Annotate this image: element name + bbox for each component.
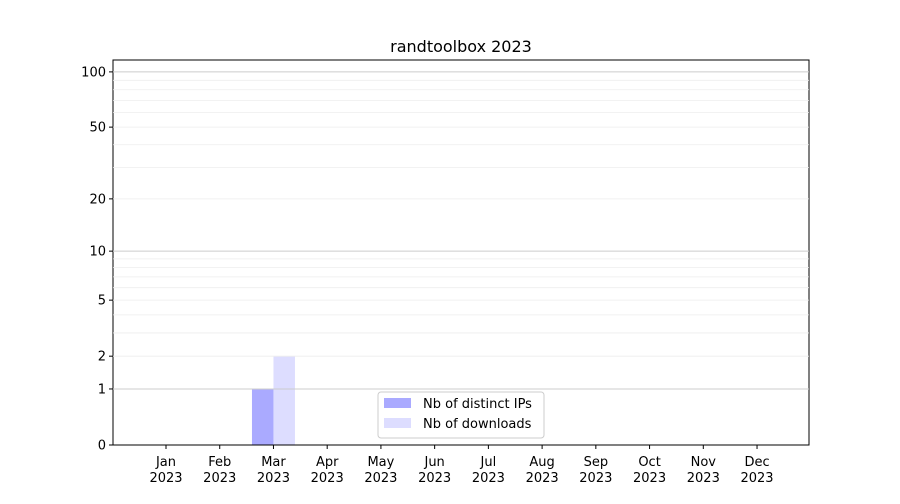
x-tick-label: Mar 2023 — [257, 455, 290, 486]
x-tick-label: Dec 2023 — [740, 455, 773, 486]
legend-label: Nb of downloads — [423, 417, 532, 432]
x-tick-label: Sep 2023 — [579, 455, 612, 486]
x-tick-label: May 2023 — [364, 455, 397, 486]
y-tick-label: 5 — [98, 294, 106, 309]
x-tick-label: Nov 2023 — [687, 455, 720, 486]
x-tick-label: Aug 2023 — [526, 455, 559, 486]
x-tick-label: Jan 2023 — [149, 455, 182, 486]
y-tick-label: 1 — [98, 382, 106, 397]
x-tick-label: Jul 2023 — [472, 455, 505, 486]
legend-swatch — [384, 398, 411, 408]
chart-title: randtoolbox 2023 — [390, 37, 532, 56]
y-tick-label: 50 — [89, 121, 106, 136]
y-tick-label: 10 — [89, 245, 106, 260]
legend-box — [377, 391, 545, 439]
y-tick-label: 2 — [98, 350, 106, 365]
plot-frame — [112, 59, 810, 446]
y-tick-label: 0 — [98, 439, 106, 454]
x-tick-label: Feb 2023 — [203, 455, 236, 486]
legend: Nb of distinct IPs Nb of downloads — [377, 391, 545, 439]
bar — [273, 356, 295, 445]
y-tick-label: 100 — [81, 65, 106, 80]
legend-swatch — [384, 418, 411, 428]
x-tick-label: Apr 2023 — [311, 455, 344, 486]
x-tick-label: Jun 2023 — [418, 455, 451, 486]
x-tick-label: Oct 2023 — [633, 455, 666, 486]
y-tick-label: 20 — [89, 192, 106, 207]
bar — [251, 388, 274, 445]
legend-label: Nb of distinct IPs — [423, 397, 532, 412]
